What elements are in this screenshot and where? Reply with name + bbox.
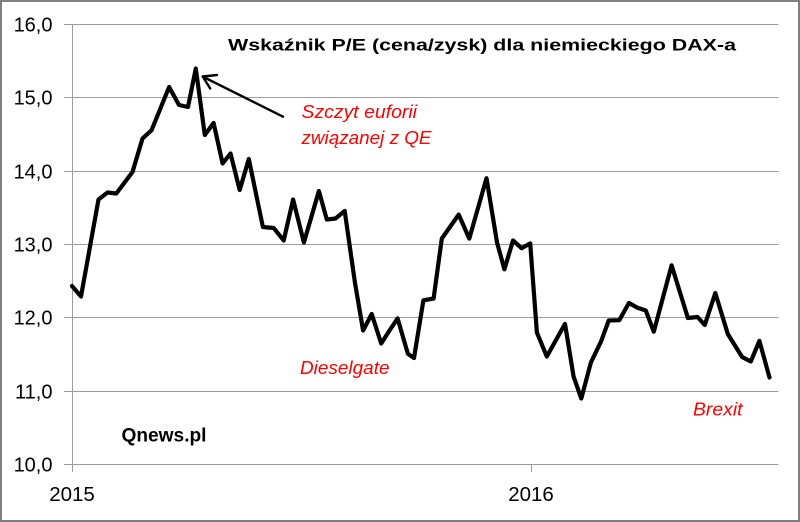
svg-text:11,0: 11,0 xyxy=(15,382,52,404)
svg-text:Szczyt euforii: Szczyt euforii xyxy=(302,102,419,122)
svg-text:Dieselgate: Dieselgate xyxy=(300,358,390,378)
svg-text:14,0: 14,0 xyxy=(14,162,53,184)
svg-text:Brexit: Brexit xyxy=(693,400,744,420)
svg-text:12,0: 12,0 xyxy=(14,308,53,330)
svg-text:16,0: 16,0 xyxy=(14,15,53,37)
svg-text:2015: 2015 xyxy=(49,483,95,506)
svg-text:10,0: 10,0 xyxy=(14,455,53,477)
svg-text:2016: 2016 xyxy=(508,483,554,506)
svg-text:Qnews.pl: Qnews.pl xyxy=(122,426,207,447)
svg-text:15,0: 15,0 xyxy=(14,88,53,110)
svg-text:13,0: 13,0 xyxy=(14,235,53,257)
svg-text:Wskaźnik P/E (cena/zysk) dla n: Wskaźnik P/E (cena/zysk) dla niemieckieg… xyxy=(228,36,737,55)
svg-text:związanej z QE: związanej z QE xyxy=(300,128,432,148)
